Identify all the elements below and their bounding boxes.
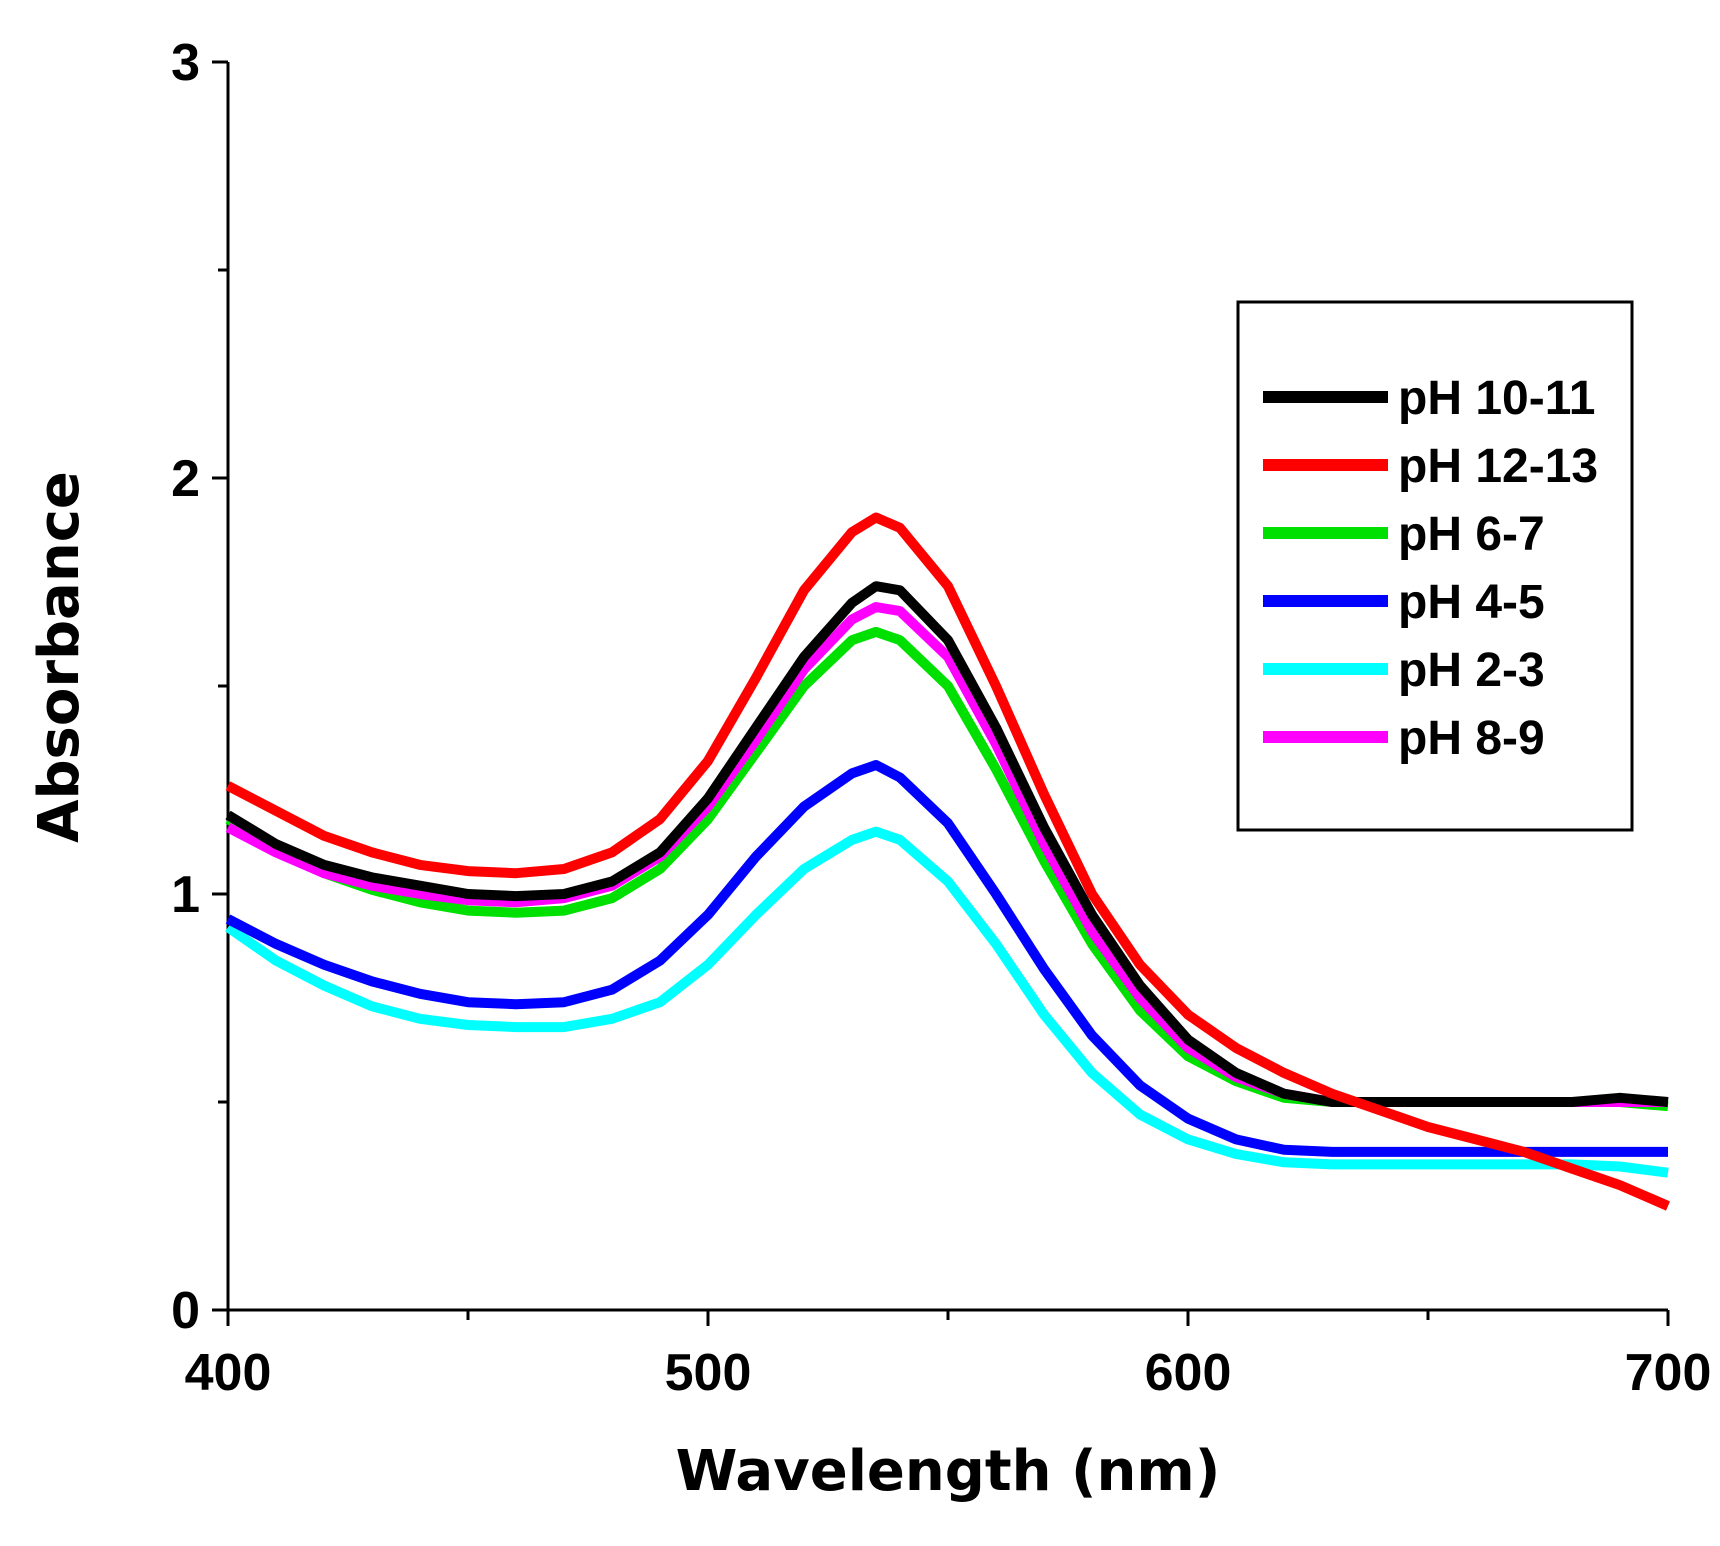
legend-label-ph-12-13: pH 12-13 [1398,440,1598,493]
y-tick-label: 0 [171,1282,200,1340]
legend-label-ph-4-5: pH 4-5 [1398,576,1545,629]
y-axis-ticks: 0 1 2 3 [171,34,228,1340]
y-tick-label: 1 [171,866,200,924]
series-line-ph-12-13 [225,512,1670,1211]
y-tick-label: 3 [171,34,200,92]
legend-label-ph-2-3: pH 2-3 [1398,644,1545,697]
x-tick-label: 600 [1145,1344,1232,1402]
legend-label-ph-8-9: pH 8-9 [1398,712,1545,765]
x-tick-label: 700 [1625,1344,1712,1402]
series-line-ph-2-3 [225,826,1669,1178]
x-axis-title: Wavelength (nm) [676,1439,1221,1504]
y-axis-title: Absorbance [27,471,92,843]
legend-label-ph-6-7: pH 6-7 [1398,508,1545,561]
y-tick-label: 2 [171,450,200,508]
series-line-ph-4-5 [225,760,1668,1157]
x-axis-ticks: 400 500 600 700 [185,1310,1712,1402]
legend-label-ph-10-11: pH 10-11 [1398,372,1595,425]
legend: pH 10-11 pH 12-13 pH 6-7 pH 4-5 pH 2-3 pH 8-9 [1236,300,1634,832]
series-line-ph-10-11 [225,581,1669,1107]
x-tick-label: 500 [665,1344,752,1402]
series-layer [225,512,1670,1211]
x-tick-label: 400 [185,1344,272,1402]
